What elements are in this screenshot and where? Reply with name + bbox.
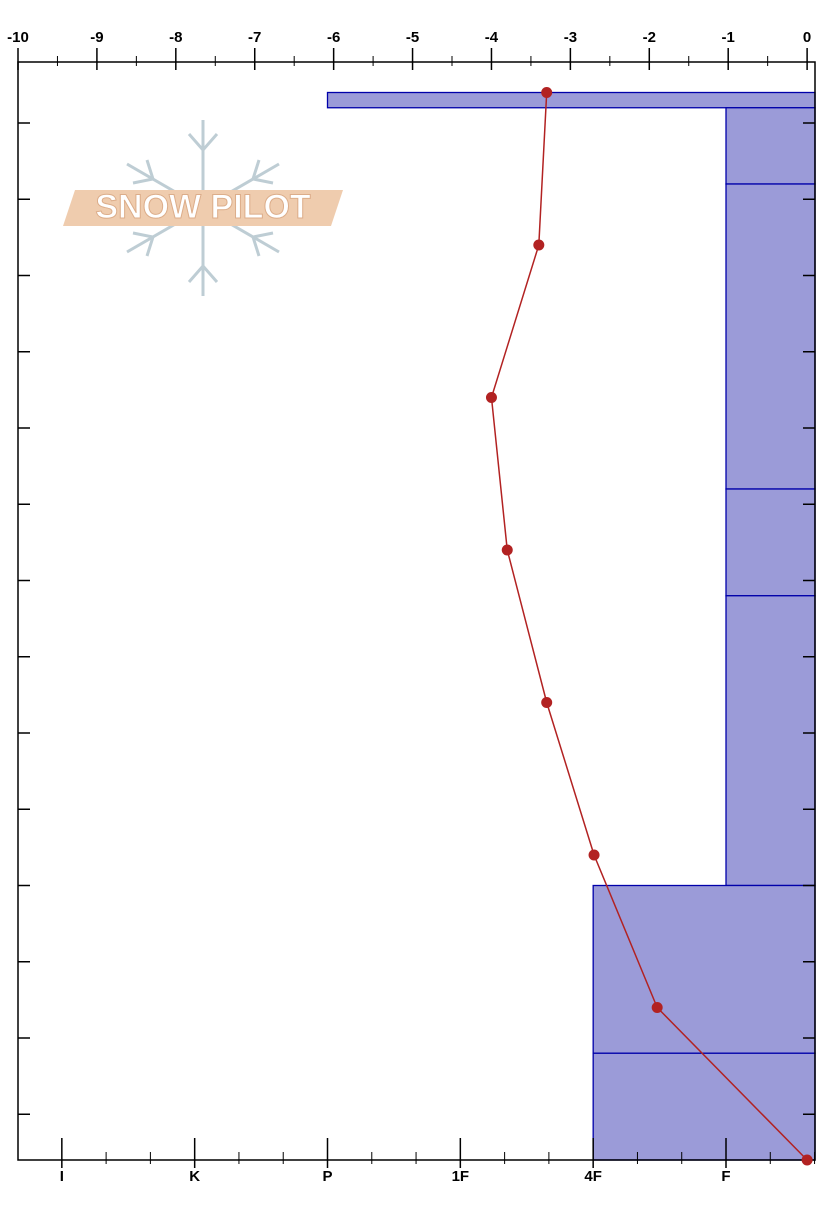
hardness-tick-label: K: [189, 1168, 200, 1185]
hardness-tick-label: I: [60, 1168, 64, 1185]
watermark-logo: SNOW PILOT: [63, 120, 343, 296]
temperature-point: [541, 697, 553, 708]
temperature-point: [588, 849, 600, 861]
x-tick-label: -4: [485, 29, 499, 46]
temperature-point: [501, 544, 513, 556]
snowflake-branch: [251, 159, 274, 185]
temperature-point: [485, 392, 497, 403]
layer: [725, 107, 816, 185]
snowflake-branch: [132, 231, 155, 257]
x-tick-label: -3: [564, 29, 577, 46]
temperature-point: [651, 1002, 663, 1013]
x-tick-label: 0: [803, 29, 811, 46]
x-tick-label: -9: [90, 29, 103, 46]
snowflake-branch: [251, 231, 274, 257]
x-tick-label: -2: [643, 29, 656, 46]
snowflake-branch: [132, 159, 155, 185]
temperature-point: [533, 239, 545, 251]
temperature-line: [490, 92, 808, 1161]
watermark-band: [63, 190, 343, 226]
layer: [326, 91, 816, 109]
layer: [725, 488, 816, 597]
snowflake-branch: [187, 263, 219, 283]
hardness-tick-label: 4F: [584, 1168, 602, 1185]
layer: [592, 884, 816, 1054]
x-tick-label: -1: [722, 29, 735, 46]
temperature-point: [541, 87, 553, 98]
hardness-tick-label: 1F: [452, 1168, 470, 1185]
watermark-text: SNOW PILOT: [95, 188, 311, 226]
x-tick-label: -10: [7, 29, 29, 46]
layer: [725, 595, 816, 887]
hardness-tick-label: P: [322, 1168, 332, 1185]
x-tick-label: -8: [169, 29, 182, 46]
layer: [592, 1052, 816, 1161]
x-tick-label: -7: [248, 29, 261, 46]
layer: [725, 183, 816, 490]
temperature-point: [801, 1154, 813, 1166]
x-tick-label: -6: [327, 29, 340, 46]
x-tick-label: -5: [406, 29, 419, 46]
snowflake-branch: [187, 133, 219, 153]
hardness-tick-label: F: [721, 1168, 730, 1185]
